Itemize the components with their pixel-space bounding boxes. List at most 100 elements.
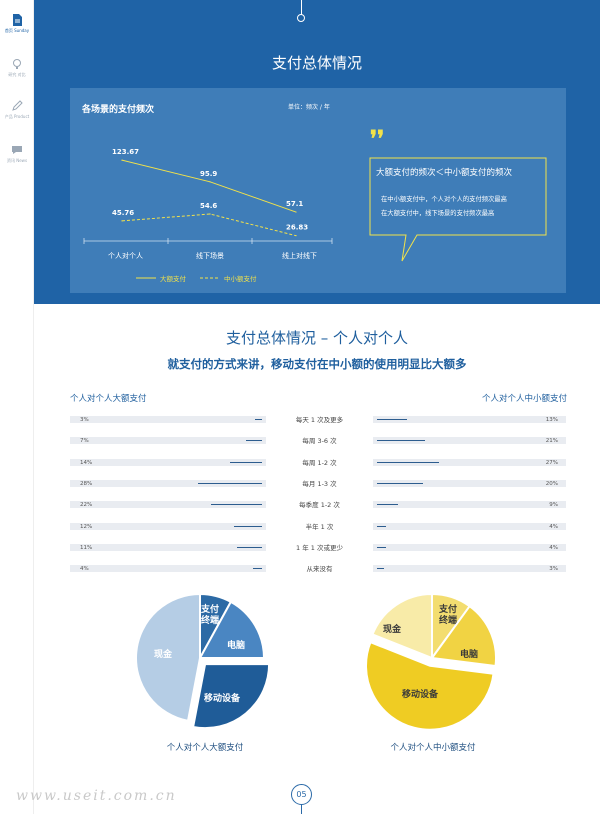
data-point (295, 235, 297, 237)
table-row: 7% 每周 3-6 次 21% (70, 435, 566, 445)
pie-slice (135, 592, 201, 723)
pie-slice (430, 604, 497, 668)
left-bar-fill (255, 419, 262, 420)
sidebar-item-home[interactable]: 首页 Sunday (0, 14, 34, 34)
frequency-category: 1 年 1 次或更少 (296, 543, 343, 552)
frequency-category: 每周 3-6 次 (302, 437, 337, 446)
sidebar-item-label: 产品 Product (4, 114, 30, 119)
right-bar-value: 3% (549, 566, 558, 573)
left-bar-value: 28% (80, 480, 93, 487)
series-line-2 (121, 213, 297, 237)
left-bar-fill (229, 461, 262, 463)
left-bar-track: 7% (70, 437, 266, 445)
chart-unit: 单位：频次 / 年 (288, 104, 330, 111)
lightbulb-icon (13, 59, 21, 69)
left-bar-fill (211, 504, 262, 506)
data-point (295, 211, 297, 213)
right-bar-value: 20% (545, 480, 558, 487)
sidebar-item-research[interactable]: 研究 对比 (0, 58, 34, 78)
right-bar-track: 20% (373, 479, 566, 487)
watermark: www.useit.com.cn (16, 788, 177, 804)
section-title-p2p: 支付总体情况 – 个人对个人 (225, 329, 409, 347)
frequency-category: 每周 1-2 次 (302, 458, 337, 467)
pie-slice-label: 终端 (200, 614, 219, 626)
data-label: 54.6 (200, 202, 217, 210)
right-bar-track: 27% (373, 458, 566, 466)
callout-box (369, 157, 547, 262)
pie-right-caption: 个人对个人中小额支付 (390, 743, 476, 753)
sidebar-item-label: 研究 对比 (8, 72, 26, 77)
pie-slice (191, 663, 271, 730)
frequency-panel: 各场景的支付频次 单位：频次 / 年 个人对个人 线下场景 线上对线下 123.67 9… (70, 88, 566, 293)
pie-slice-label: 电脑 (460, 648, 478, 660)
pie-slice (365, 640, 495, 731)
right-bar-value: 4% (549, 523, 558, 530)
left-column-heading: 个人对个人大额支付 (70, 394, 147, 404)
frequency-category: 从来没有 (306, 565, 333, 574)
sidebar-item-product[interactable]: 产品 Product (0, 100, 34, 120)
right-bar-fill (377, 461, 440, 463)
section-title: 支付总体情况 (271, 54, 362, 72)
pie-slice-label: 电脑 (227, 639, 245, 651)
sidebar: 首页 Sunday 研究 对比 产品 Product 资讯 News (0, 0, 34, 814)
right-bar-value: 21% (545, 438, 558, 445)
left-bar-value: 3% (80, 417, 89, 423)
left-bar-value: 12% (80, 523, 93, 530)
table-row: 3% 每天 1 次及更多 13% (70, 414, 566, 424)
left-bar-track: 22% (70, 501, 266, 509)
left-bar-fill (252, 568, 262, 570)
left-bar-fill (236, 546, 262, 548)
page-connector-line (301, 804, 302, 814)
right-bar-track: 4% (373, 543, 566, 551)
x-tick-label: 线下场景 (196, 251, 224, 260)
frequency-category: 半年 1 次 (305, 522, 334, 531)
left-bar-track: 28% (70, 479, 266, 487)
document-icon (13, 14, 22, 26)
left-bar-track: 3% (70, 416, 266, 423)
pie-slice-label: 移动设备 (402, 688, 439, 700)
quote-mark-icon: ❜❜ (370, 126, 384, 152)
callout-line-2: 在大额支付中，线下场景的支付频次最高 (381, 208, 494, 217)
left-bar-value: 4% (80, 566, 89, 573)
right-bar-fill (377, 568, 384, 570)
right-bar-fill (377, 504, 398, 506)
legend-label: 中小额支付 (224, 274, 257, 283)
left-bar-value: 11% (80, 544, 93, 551)
left-bar-fill (245, 440, 262, 442)
table-row: 12% 半年 1 次 4% (70, 521, 566, 531)
data-label: 123.67 (112, 148, 139, 156)
legend-label: 大额支付 (160, 274, 187, 283)
section-subtitle: 就支付的方式来讲，移动支付在中小额的使用明显比大额多 (167, 357, 467, 371)
pie-slice-label: 移动设备 (204, 692, 241, 704)
pie-slice (371, 592, 433, 660)
left-bar-value: 14% (80, 459, 93, 466)
frequency-line-chart: 个人对个人 线下场景 线上对线下 123.67 95.9 57.1 45.76 54.6 26.… (83, 126, 547, 283)
left-bar-value: 22% (80, 502, 93, 509)
sidebar-item-news[interactable]: 资讯 News (0, 144, 34, 164)
callout-title: 大额支付的频次＜中小额支付的频次 (376, 167, 513, 178)
left-bar-track: 4% (70, 565, 266, 573)
frequency-category: 每天 1 次及更多 (295, 416, 344, 424)
page-number: 05 (291, 784, 312, 805)
chart-title: 各场景的支付频次 (82, 105, 155, 115)
x-tick-label: 线上对线下 (282, 251, 317, 260)
data-point (209, 181, 211, 183)
right-bar-track: 4% (373, 522, 566, 530)
right-bar-fill (377, 419, 407, 420)
table-row: 22% 每季度 1-2 次 9% (70, 499, 566, 509)
right-bar-track: 3% (373, 565, 566, 573)
data-label: 45.76 (112, 209, 134, 217)
callout-line-1: 在中小额支付中，个人对个人的支付频次最高 (381, 194, 507, 203)
table-row: 11% 1 年 1 次或更少 4% (70, 542, 566, 552)
top-connector-dot (297, 14, 305, 22)
left-bar-fill (234, 525, 262, 527)
sidebar-item-label: 资讯 News (6, 158, 28, 163)
table-row: 14% 每周 1-2 次 27% (70, 457, 566, 467)
right-bar-track: 13% (373, 416, 566, 423)
pie-slice-label: 终端 (438, 614, 457, 626)
top-connector-line (301, 0, 302, 16)
frequency-category: 每季度 1-2 次 (299, 501, 340, 510)
chat-icon (12, 146, 22, 154)
sidebar-item-label: 首页 Sunday (4, 28, 30, 33)
